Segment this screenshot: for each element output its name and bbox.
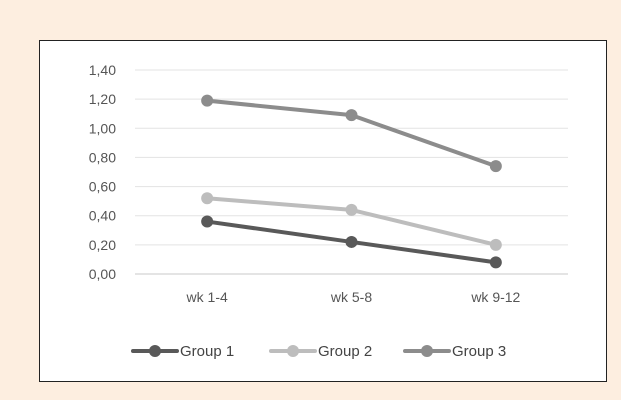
y-tick-label: 0,40 [89,208,116,224]
data-point [489,238,502,251]
x-tick-label: wk 1-4 [186,289,228,305]
y-axis: 0,00 0,20 0,40 0,60 0,80 1,00 1,20 1,40 [89,62,116,282]
data-point [345,109,358,122]
legend-swatch-marker [421,345,433,357]
chart-frame: 0,00 0,20 0,40 0,60 0,80 1,00 1,20 1,40 wk 1-4 w… [39,40,607,382]
x-axis: wk 1-4 wk 5-8 wk 9-12 [186,289,521,305]
data-point [201,192,214,205]
legend-label: Group 3 [452,343,506,360]
y-tick-label: 0,00 [89,266,116,282]
y-tick-label: 1,40 [89,62,116,78]
data-point [201,94,214,107]
legend: Group 1 Group 2 Group 3 [131,343,506,360]
y-tick-label: 0,60 [89,179,116,195]
series-layer [201,94,502,269]
line-chart: 0,000,200,400,600,801,001,201,40 wk 1-4 w… [89,62,568,360]
x-tick-label: wk 9-12 [470,289,520,305]
legend-swatch-marker [287,345,299,357]
data-point [345,203,358,216]
data-point [345,235,358,248]
y-tick-label: 0,20 [89,237,116,253]
data-point [201,215,214,228]
y-tick-label: 1,00 [89,120,116,136]
legend-label: Group 2 [318,343,372,360]
legend-label: Group 1 [180,343,234,360]
y-tick-label: 0,80 [89,149,116,165]
x-tick-label: wk 5-8 [330,289,372,305]
legend-swatch-marker [149,345,161,357]
data-point [489,160,502,173]
data-point [489,256,502,269]
y-tick-label: 1,20 [89,91,116,107]
